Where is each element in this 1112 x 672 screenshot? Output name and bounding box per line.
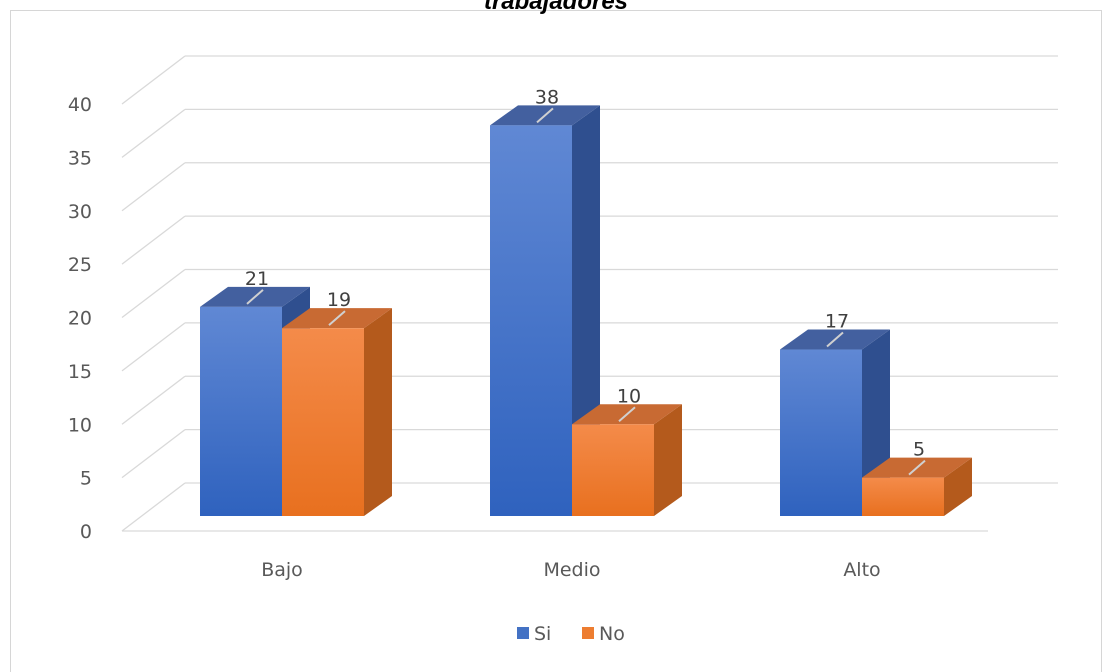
legend-label-no: No bbox=[599, 623, 625, 645]
bar-no-alto bbox=[862, 477, 944, 516]
data-label: 38 bbox=[535, 86, 559, 108]
data-label-leader bbox=[618, 406, 636, 423]
chart-title: trabajadores bbox=[483, 0, 629, 15]
gridline-side bbox=[121, 268, 186, 319]
bar-si-alto bbox=[780, 349, 862, 516]
gridline-side bbox=[121, 429, 186, 479]
x-tick-label: Medio bbox=[543, 559, 600, 581]
gridline-side bbox=[121, 108, 186, 158]
y-tick-label: 30 bbox=[68, 201, 92, 223]
bar-no-bajo-side bbox=[364, 308, 392, 516]
data-label: 10 bbox=[617, 385, 641, 407]
data-label-leader bbox=[536, 107, 554, 124]
data-label-leader bbox=[908, 459, 926, 476]
gridline-side bbox=[121, 215, 186, 265]
y-tick-label: 20 bbox=[68, 308, 92, 330]
bar-si-medio bbox=[490, 125, 572, 516]
y-tick-label: 5 bbox=[80, 468, 92, 490]
bar-no-medio bbox=[572, 424, 654, 516]
data-label-leader bbox=[826, 331, 844, 348]
gridline-side bbox=[121, 162, 186, 212]
data-label: 21 bbox=[245, 268, 269, 290]
bar-no-medio-side bbox=[654, 404, 682, 516]
y-tick-label: 25 bbox=[68, 254, 92, 276]
y-tick-label: 0 bbox=[80, 521, 92, 543]
y-tick-label: 10 bbox=[68, 414, 92, 436]
gridline-side bbox=[121, 375, 186, 425]
y-tick-label: 15 bbox=[68, 361, 92, 383]
x-tick-label: Bajo bbox=[261, 559, 303, 581]
data-label-leader bbox=[246, 289, 264, 305]
data-label: 5 bbox=[913, 439, 925, 461]
data-label: 17 bbox=[825, 311, 849, 333]
bar-no-alto-side bbox=[944, 457, 972, 516]
gridline-side bbox=[121, 322, 186, 372]
legend-label-si: Si bbox=[534, 623, 551, 645]
gridline-side bbox=[121, 55, 186, 105]
y-tick-label: 35 bbox=[68, 147, 92, 169]
x-tick-label: Alto bbox=[843, 559, 880, 581]
data-label: 19 bbox=[327, 289, 351, 311]
legend-swatch-si bbox=[517, 627, 529, 639]
bar-si-bajo bbox=[200, 306, 282, 516]
y-tick-label: 40 bbox=[68, 94, 92, 116]
bar-no-bajo bbox=[282, 328, 364, 516]
data-label-leader bbox=[328, 310, 346, 326]
gridline-side bbox=[121, 482, 186, 532]
legend-swatch-no bbox=[582, 627, 594, 639]
